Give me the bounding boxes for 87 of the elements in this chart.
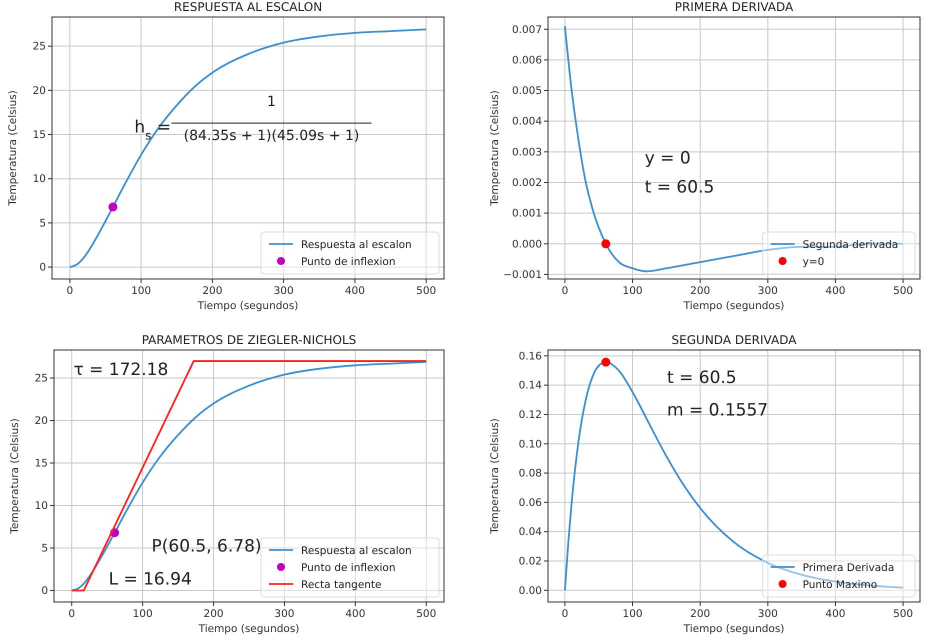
y-tick-label: −0.001 [503, 268, 542, 281]
line-series [564, 25, 904, 272]
x-tick-label: 200 [202, 285, 222, 297]
y-tick-label: 0 [41, 585, 48, 598]
y-axis-title: Temperatura (Celsius) [9, 418, 21, 535]
y-tick-label: 15 [34, 458, 48, 470]
y-tick-label: 0.08 [518, 468, 542, 480]
legend-label: Punto Maximo [802, 579, 878, 591]
annotation: (84.35s + 1)(45.09s + 1) [184, 128, 360, 144]
y-tick-label: 0.00 [518, 584, 542, 597]
y-tick-label: 0.14 [518, 380, 542, 392]
x-tick-label: 500 [416, 608, 436, 620]
line-series [68, 28, 428, 268]
y-axis-title: Temperatura (Celsius) [7, 90, 19, 207]
y-tick-label: 0.12 [518, 408, 542, 421]
chart-title: PRIMERA DERIVADA [674, 0, 794, 14]
x-axis-title: Tiempo (segundos) [198, 623, 300, 635]
y-axis-title: Temperatura (Celsius) [489, 418, 501, 535]
y-tick-label: 0.007 [512, 24, 542, 36]
x-tick-label: 300 [758, 608, 778, 620]
annotation: y = 0 [644, 148, 691, 169]
x-tick-label: 0 [562, 285, 568, 297]
x-tick-label: 300 [758, 285, 778, 297]
y-tick-label: 0.006 [512, 54, 542, 66]
legend-label: Punto de inflexion [301, 562, 396, 574]
legend-label: Respuesta al escalon [301, 545, 412, 557]
x-tick-label: 100 [131, 285, 152, 297]
x-tick-label: 0 [68, 608, 76, 620]
y-tick-label: 20 [32, 84, 46, 97]
y-tick-label: 0.004 [512, 116, 542, 128]
annotation: P(60.5, 6.78) [152, 536, 262, 557]
chart-title: RESPUESTA AL ESCALON [174, 0, 322, 14]
x-tick-label: 100 [622, 285, 643, 297]
y-tick-label: 0.005 [512, 85, 542, 98]
chart-title: PARAMETROS DE ZIEGLER-NICHOLS [142, 333, 356, 347]
y-axis-title: Temperatura (Celsius) [489, 90, 501, 207]
y-tick-label: 10 [32, 173, 46, 186]
x-tick-label: 400 [344, 285, 365, 297]
y-tick-label: 25 [32, 40, 46, 53]
y-tick-label: 0.06 [518, 496, 542, 509]
y-tick-label: 15 [32, 129, 46, 142]
x-tick-label: 200 [690, 285, 710, 297]
annotation: L = 16.94 [108, 569, 192, 590]
x-tick-label: 400 [345, 608, 366, 620]
y-tick-label: 5 [39, 217, 46, 230]
x-axis-title: Tiempo (segundos) [196, 300, 298, 312]
x-axis-title: Tiempo (segundos) [682, 300, 784, 312]
legend-label: y=0 [802, 256, 824, 268]
legend-label: Primera Derivada [802, 562, 894, 574]
x-tick-label: 500 [893, 285, 914, 297]
x-tick-label: 0 [562, 608, 568, 620]
x-tick-label: 500 [893, 608, 914, 620]
y-tick-label: 0.04 [518, 526, 542, 538]
legend-label: Punto de inflexion [301, 256, 396, 268]
annotation: m = 0.1557 [667, 400, 768, 421]
y-tick-label: 0.10 [518, 438, 542, 450]
y-tick-label: 20 [34, 415, 48, 428]
x-tick-label: 400 [825, 608, 846, 620]
legend-label: Respuesta al escalon [301, 239, 412, 251]
x-tick-label: 500 [416, 285, 436, 297]
x-tick-label: 100 [132, 608, 153, 620]
x-axis-title: Tiempo (segundos) [682, 623, 784, 635]
x-tick-label: 200 [204, 608, 224, 620]
annotation: 1 [267, 94, 276, 110]
y-tick-label: 10 [34, 500, 48, 512]
x-tick-label: 0 [66, 285, 74, 297]
y-tick-label: 0.000 [512, 238, 542, 250]
y-tick-label: 0.16 [518, 350, 542, 362]
x-tick-label: 100 [622, 608, 643, 620]
x-tick-label: 300 [274, 608, 294, 620]
y-tick-label: 5 [41, 542, 48, 555]
y-tick-label: 0.002 [512, 176, 542, 189]
y-tick-label: 0 [39, 262, 46, 274]
x-tick-label: 400 [825, 285, 846, 297]
annotation: t = 60.5 [667, 368, 737, 388]
legend-label: Recta tangente [301, 579, 382, 591]
annotation: h$_{s}$ = [134, 117, 171, 142]
y-tick-label: 0.02 [518, 555, 542, 568]
legend-label: Segunda derivada [802, 239, 898, 251]
x-tick-label: 300 [274, 285, 294, 297]
y-tick-label: 0.003 [512, 146, 542, 158]
y-tick-label: 0.001 [512, 208, 542, 220]
annotation: τ = 172.18 [74, 360, 168, 380]
x-tick-label: 200 [690, 608, 710, 620]
y-tick-label: 25 [34, 372, 48, 385]
annotation: t = 60.5 [644, 178, 714, 198]
chart-title: SEGUNDA DERIVADA [672, 333, 798, 347]
